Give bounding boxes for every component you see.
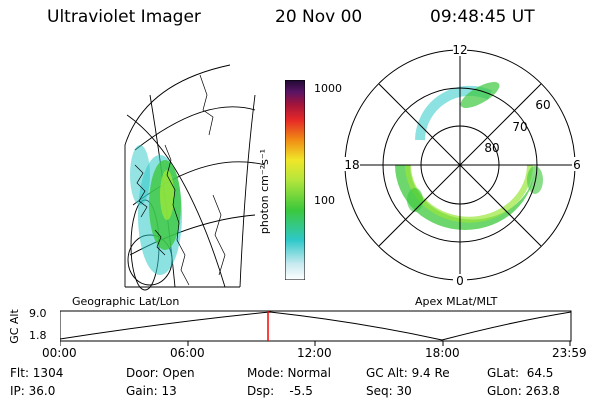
time-tick-0000: 00:00 [42, 346, 77, 360]
observation-date: 20 Nov 00 [275, 7, 363, 27]
gain-value: Gain: 13 [126, 384, 177, 398]
apex-panel-label: Apex MLat/MLT [415, 295, 498, 308]
mlt-label-0: 0 [456, 274, 464, 288]
geographic-panel-label: Geographic Lat/Lon [72, 295, 180, 308]
colorbar [285, 80, 305, 280]
glon-value: GLon: 263.8 [487, 384, 560, 398]
lat-label-70: 70 [512, 120, 527, 134]
lat-label-60: 60 [535, 98, 550, 112]
dsp-value: Dsp: -5.5 [247, 384, 313, 398]
time-tick-0600: 06:00 [170, 346, 205, 360]
geo-coastlines [134, 74, 226, 286]
geo-aurora [130, 145, 182, 275]
altitude-plot [60, 310, 572, 346]
seq-value: Seq: 30 [366, 384, 412, 398]
instrument-title: Ultraviolet Imager [47, 7, 201, 27]
mlt-label-6: 6 [573, 158, 581, 172]
mlt-label-12: 12 [452, 43, 467, 57]
time-tick-1200: 12:00 [297, 346, 332, 360]
lat-label-80: 80 [484, 141, 499, 155]
time-axis-ticks [60, 341, 571, 346]
ip-value: IP: 36.0 [10, 384, 56, 398]
apex-aurora [395, 82, 543, 230]
glat-value: GLat: 64.5 [487, 366, 554, 380]
colorbar-tick-100: 100 [314, 194, 335, 207]
altitude-ylabel: GC Alt [7, 309, 21, 344]
gc-alt-value: GC Alt: 9.4 Re [366, 366, 450, 380]
apex-grid [344, 49, 576, 281]
apex-polar-plot: 12 0 18 6 60 70 80 [342, 43, 584, 288]
time-tick-2359: 23:59 [552, 346, 587, 360]
mode-value: Mode: Normal [247, 366, 331, 380]
colorbar-tick-1000: 1000 [314, 82, 342, 95]
altitude-ytick-9: 9.0 [29, 307, 47, 320]
geographic-map-panel [124, 64, 266, 291]
flight-number: Flt: 1304 [10, 366, 64, 380]
colorbar-unit-label: photon cm⁻²s⁻¹ [258, 148, 272, 235]
altitude-curve [60, 311, 572, 341]
altitude-plot-frame [60, 310, 572, 342]
observation-time: 09:48:45 UT [430, 7, 535, 27]
time-tick-1800: 18:00 [425, 346, 460, 360]
mlt-label-18: 18 [344, 158, 359, 172]
door-status: Door: Open [126, 366, 195, 380]
altitude-ytick-1-8: 1.8 [29, 329, 47, 342]
